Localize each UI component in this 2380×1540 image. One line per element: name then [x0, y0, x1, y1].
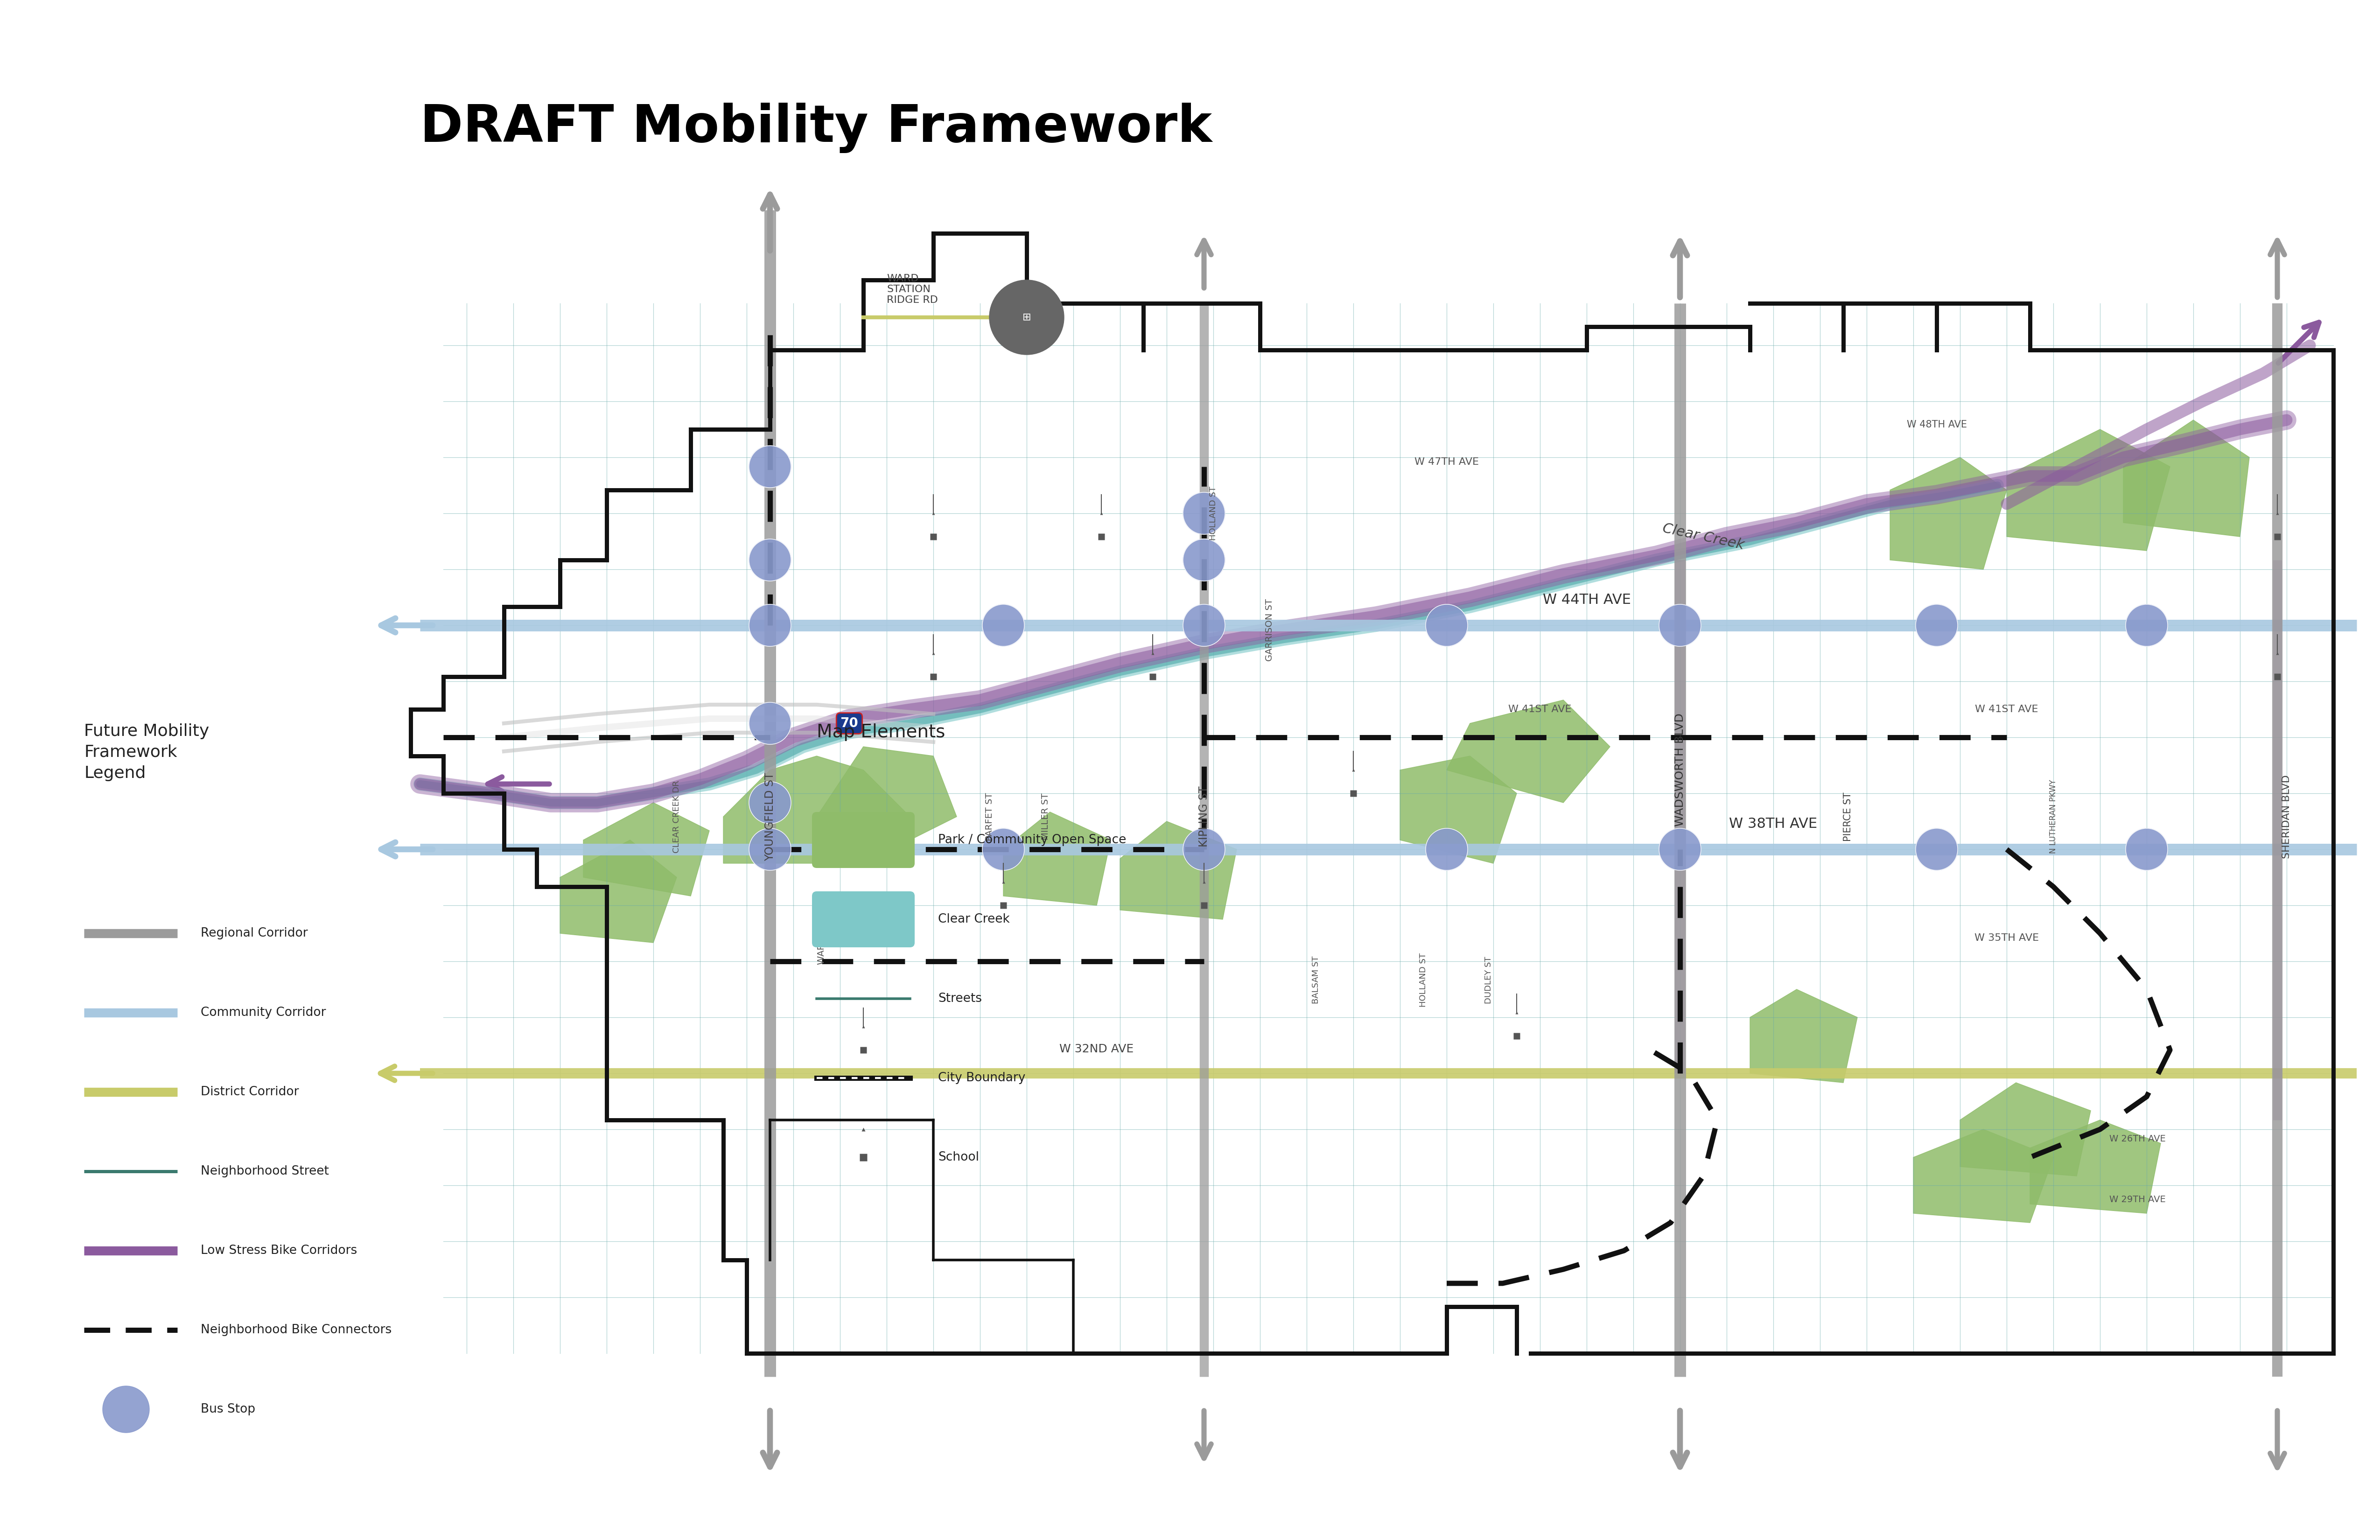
Text: Regional Corridor: Regional Corridor	[200, 927, 307, 939]
Circle shape	[1426, 604, 1468, 647]
Polygon shape	[1121, 821, 1238, 919]
FancyBboxPatch shape	[812, 812, 914, 869]
Text: Clear Creek: Clear Creek	[1661, 522, 1745, 551]
Text: W 35TH AVE: W 35TH AVE	[1975, 933, 2040, 942]
Text: W 38TH AVE: W 38TH AVE	[1730, 818, 1818, 830]
Polygon shape	[1004, 812, 1111, 906]
Circle shape	[983, 604, 1023, 647]
Text: Clear Creek: Clear Creek	[938, 913, 1009, 926]
Text: W 48TH AVE: W 48TH AVE	[1906, 420, 1966, 430]
Text: WARD
STATION
RIDGE RD: WARD STATION RIDGE RD	[888, 274, 938, 305]
Text: Map Elements: Map Elements	[816, 724, 945, 741]
Polygon shape	[1890, 457, 2006, 570]
Polygon shape	[559, 839, 676, 942]
Polygon shape	[816, 747, 957, 839]
Text: ⊞: ⊞	[1023, 313, 1031, 322]
Circle shape	[983, 829, 1023, 870]
Text: KIPLING ST: KIPLING ST	[1200, 787, 1209, 847]
Text: Streets: Streets	[938, 993, 983, 1004]
Circle shape	[750, 782, 790, 824]
Polygon shape	[724, 756, 909, 864]
Text: N LUTHERAN PKWY: N LUTHERAN PKWY	[2049, 779, 2059, 853]
Text: BALSAM ST: BALSAM ST	[1311, 956, 1321, 1004]
Text: W 41ST AVE: W 41ST AVE	[1975, 705, 2037, 715]
Circle shape	[750, 445, 790, 488]
Text: PARFET ST: PARFET ST	[985, 793, 995, 841]
Text: MILLER ST: MILLER ST	[1040, 793, 1050, 841]
Text: WARD RD: WARD RD	[816, 921, 826, 964]
Polygon shape	[1961, 1083, 2090, 1177]
Text: HOLLAND ST: HOLLAND ST	[1418, 953, 1428, 1007]
Text: DUDLEY ST: DUDLEY ST	[1485, 956, 1492, 1004]
Polygon shape	[1914, 1129, 2054, 1223]
Text: W 44TH AVE: W 44TH AVE	[1542, 593, 1630, 607]
Text: W 26TH AVE: W 26TH AVE	[2109, 1135, 2166, 1143]
Polygon shape	[2030, 1120, 2161, 1214]
Circle shape	[750, 829, 790, 870]
Text: W 32ND AVE: W 32ND AVE	[1059, 1044, 1133, 1055]
Circle shape	[1183, 604, 1226, 647]
Circle shape	[102, 1386, 150, 1432]
Text: CLEAR CREEK DR: CLEAR CREEK DR	[674, 781, 681, 853]
Text: DRAFT Mobility Framework: DRAFT Mobility Framework	[419, 103, 1211, 152]
Text: GARRISON ST: GARRISON ST	[1264, 599, 1273, 661]
Text: HOLLAND ST: HOLLAND ST	[1209, 487, 1219, 541]
Text: Future Mobility
Framework
Legend: Future Mobility Framework Legend	[83, 724, 209, 781]
Circle shape	[1183, 493, 1226, 534]
Circle shape	[1659, 604, 1702, 647]
Polygon shape	[2123, 420, 2249, 536]
Text: Neighborhood Bike Connectors: Neighborhood Bike Connectors	[200, 1324, 393, 1337]
Text: Low Stress Bike Corridors: Low Stress Bike Corridors	[200, 1244, 357, 1257]
Text: W 29TH AVE: W 29TH AVE	[2109, 1195, 2166, 1204]
Text: 70: 70	[840, 716, 859, 730]
Polygon shape	[1447, 701, 1609, 802]
Text: Park / Community Open Space: Park / Community Open Space	[938, 835, 1126, 845]
Text: PIERCE ST: PIERCE ST	[1844, 792, 1852, 841]
Text: W 35TH AVE: W 35TH AVE	[831, 933, 895, 942]
Text: Neighborhood Street: Neighborhood Street	[200, 1166, 328, 1178]
Circle shape	[1916, 829, 1959, 870]
Polygon shape	[1749, 989, 1856, 1083]
Circle shape	[1183, 829, 1226, 870]
Circle shape	[1183, 539, 1226, 581]
Circle shape	[750, 539, 790, 581]
FancyBboxPatch shape	[812, 892, 914, 947]
Circle shape	[2125, 604, 2168, 647]
Circle shape	[750, 604, 790, 647]
Circle shape	[990, 280, 1064, 354]
Text: Community Corridor: Community Corridor	[200, 1007, 326, 1019]
Text: WADSWORTH BLVD: WADSWORTH BLVD	[1676, 713, 1685, 827]
Circle shape	[2125, 829, 2168, 870]
Circle shape	[1916, 604, 1959, 647]
Circle shape	[1659, 829, 1702, 870]
Text: W 41ST AVE: W 41ST AVE	[1509, 705, 1571, 715]
Text: District Corridor: District Corridor	[200, 1086, 300, 1098]
Text: Bus Stop: Bus Stop	[200, 1403, 255, 1415]
Text: School: School	[938, 1152, 978, 1163]
Text: YOUNGFIELD ST: YOUNGFIELD ST	[764, 773, 776, 861]
Text: SHERIDAN BLVD: SHERIDAN BLVD	[2282, 775, 2292, 859]
Text: W 47TH AVE: W 47TH AVE	[1414, 457, 1478, 467]
Text: City Boundary: City Boundary	[938, 1072, 1026, 1084]
Circle shape	[1426, 829, 1468, 870]
Circle shape	[750, 702, 790, 744]
Polygon shape	[583, 802, 709, 896]
Polygon shape	[2006, 430, 2171, 551]
Polygon shape	[1399, 756, 1516, 864]
